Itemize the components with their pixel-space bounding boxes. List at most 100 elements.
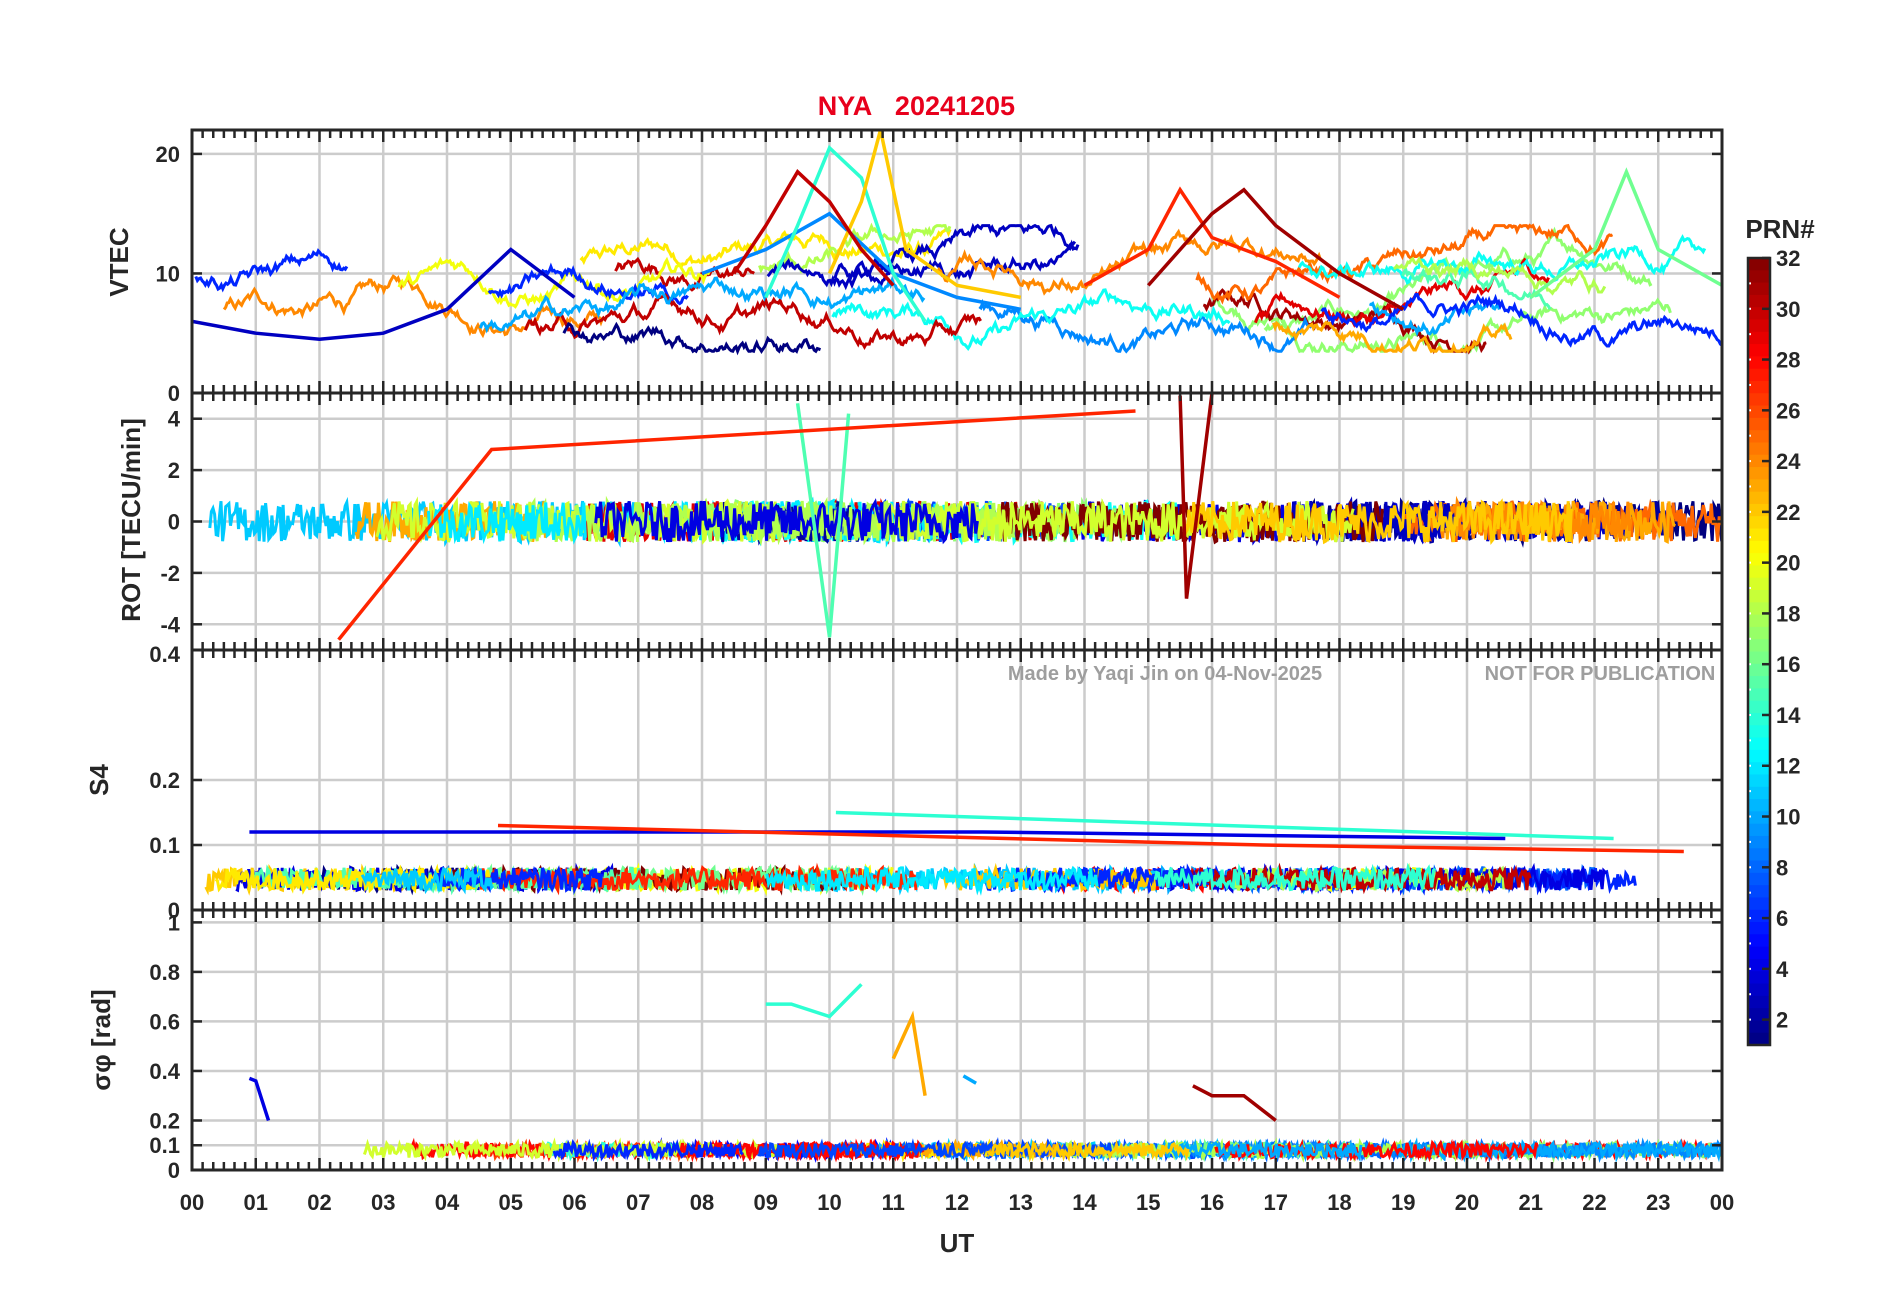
y-tick-label: 2 — [168, 458, 180, 483]
x-tick-label: 20 — [1455, 1190, 1479, 1215]
x-tick-label: 11 — [882, 1190, 905, 1215]
panel-s4: 0 0.1 0.2 0.4 S4 — [84, 642, 1724, 923]
background-traces — [362, 1137, 1722, 1164]
colorbar-segment — [1748, 282, 1770, 296]
colorbar-segment — [1748, 897, 1770, 911]
x-tick-label: 16 — [1200, 1190, 1224, 1215]
trace-line — [360, 866, 495, 895]
colorbar-segment — [1748, 749, 1770, 763]
colorbar-segment — [1748, 663, 1770, 677]
x-tick-label: 22 — [1582, 1190, 1606, 1215]
trace-line — [222, 274, 605, 339]
colorbar-segment — [1748, 417, 1770, 431]
colorbar-tick-label: 24 — [1776, 449, 1801, 474]
panel-frame — [190, 908, 1724, 1172]
colorbar-tick-label: 6 — [1776, 906, 1788, 931]
series-line-prn-4 — [248, 1076, 271, 1122]
colorbar-segment — [1748, 676, 1770, 690]
colorbar-segment — [1748, 688, 1770, 702]
colorbar-tick-label: 14 — [1776, 703, 1801, 728]
colorbar-tick-label: 12 — [1776, 754, 1800, 779]
x-tick-label: 01 — [244, 1190, 268, 1215]
colorbar-segment — [1748, 909, 1770, 923]
colorbar-segment — [1748, 639, 1770, 653]
x-tick-label: 08 — [690, 1190, 714, 1215]
panel-vtec: 0 10 20 VTEC — [104, 128, 1724, 406]
series-group — [192, 130, 1722, 341]
series-line-prn-4 — [249, 830, 1506, 841]
colorbar-segment — [1748, 319, 1770, 333]
colorbar-segment — [1748, 307, 1770, 321]
y-tick-label: 0 — [168, 1158, 180, 1183]
colorbar-tick-label: 8 — [1776, 855, 1788, 880]
colorbar-segment — [1748, 725, 1770, 739]
colorbar-segment — [1748, 602, 1770, 616]
x-tick-label: 13 — [1009, 1190, 1033, 1215]
series-line-prn-10 — [962, 1074, 977, 1085]
colorbar-frame — [1746, 256, 1772, 1047]
trace-line — [614, 256, 755, 292]
colorbar-segment — [1748, 774, 1770, 788]
colorbar-segment — [1748, 553, 1770, 567]
series-line-prn-9 — [701, 211, 1022, 312]
series-line-prn-31 — [1178, 393, 1214, 599]
x-tick-label: 09 — [754, 1190, 778, 1215]
colorbar-tick-label: 2 — [1776, 1008, 1788, 1033]
colorbar-segment — [1748, 700, 1770, 714]
title-station: NYA — [818, 91, 873, 121]
colorbar-tick-label: 28 — [1776, 348, 1800, 373]
colorbar-segment — [1748, 294, 1770, 308]
y-tick-label: 0.4 — [149, 1059, 180, 1084]
series-group — [249, 810, 1684, 854]
colorbar-segment — [1748, 516, 1770, 530]
colorbar-segment — [1748, 712, 1770, 727]
title-date: 20241205 — [895, 91, 1015, 121]
y-tick-label: 4 — [168, 407, 181, 432]
colorbar-segment — [1748, 430, 1770, 444]
colorbar-segment — [1748, 368, 1770, 382]
colorbar-segment — [1748, 540, 1770, 554]
trace-line — [978, 298, 1313, 354]
colorbar-segment — [1748, 995, 1770, 1009]
colorbar-tick-label: 30 — [1776, 297, 1800, 322]
colorbar-segment — [1748, 1032, 1770, 1046]
colorbar-segment — [1748, 922, 1770, 936]
series-line-prn-16 — [1529, 167, 1722, 299]
trace-line — [434, 865, 604, 896]
rot-y-axis-label: ROT [TECU/min] — [116, 418, 146, 622]
trace-line — [1153, 862, 1437, 894]
vtec-y-axis-label: VTEC — [104, 227, 134, 297]
colorbar-segment — [1748, 626, 1770, 641]
y-tick-label: 0.1 — [149, 1133, 180, 1158]
colorbar-tick-label: 26 — [1776, 398, 1800, 423]
series-line-prn-27 — [1083, 186, 1341, 299]
x-tick-label: 10 — [817, 1190, 841, 1215]
colorbar-segment — [1748, 934, 1770, 948]
trace-line — [1182, 498, 1573, 545]
colorbar-tick-label: 20 — [1776, 551, 1800, 576]
series-line-prn-15 — [795, 403, 851, 638]
colorbar-segment — [1748, 737, 1770, 751]
colorbar-segment — [1748, 835, 1770, 850]
colorbar-segment — [1748, 1020, 1770, 1034]
series-line-prn-27 — [337, 409, 1136, 641]
colorbar-segment — [1748, 577, 1770, 591]
trace-line — [552, 1138, 744, 1162]
x-tick-label: 04 — [435, 1190, 460, 1215]
colorbar-segment — [1748, 614, 1770, 628]
colorbar-segment — [1748, 590, 1770, 604]
y-tick-label: 0.2 — [149, 768, 180, 793]
y-tick-label: 0.6 — [149, 1009, 180, 1034]
x-tick-label: 19 — [1391, 1190, 1415, 1215]
watermark-author: Made by Yaqi Jin on 04-Nov-2025 — [1008, 663, 1322, 685]
x-tick-label: 00 — [1710, 1190, 1734, 1215]
colorbar-segment — [1748, 454, 1770, 468]
colorbar-tick-label: 22 — [1776, 500, 1800, 525]
trace-line — [1297, 234, 1707, 286]
x-axis-label: UT — [940, 1228, 975, 1258]
colorbar-segment — [1748, 983, 1770, 997]
colorbar-segment — [1748, 823, 1770, 837]
background-traces — [194, 222, 1722, 356]
